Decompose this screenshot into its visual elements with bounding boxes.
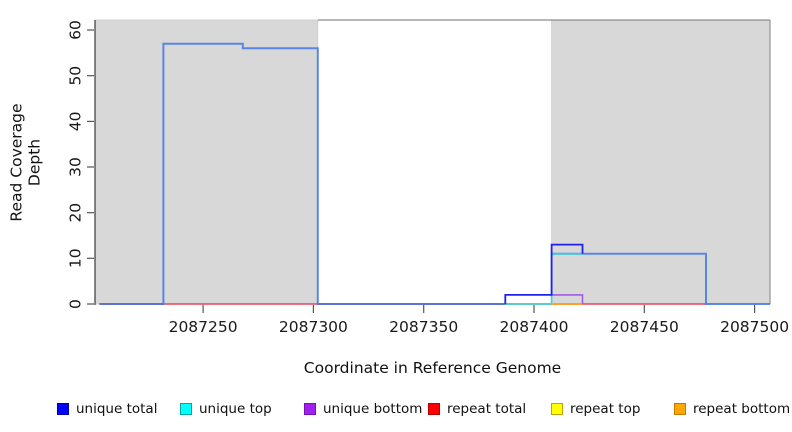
legend-item-label: repeat total [447, 401, 527, 417]
legend-item-unique-total: unique total [57, 401, 157, 417]
legend-item-label: unique bottom [323, 401, 423, 417]
repeat-bottom-swatch-icon [674, 403, 686, 415]
unique-total-swatch-icon [57, 403, 69, 415]
series-path-unique-bottom [551, 294, 584, 304]
x-tick-label: 2087450 [610, 318, 679, 336]
legend-item-unique-top: unique top [180, 401, 272, 417]
legend-item-repeat-bottom: repeat bottom [674, 401, 790, 417]
x-axis-title: Coordinate in Reference Genome [303, 359, 562, 377]
x-tick-label: 2087350 [389, 318, 458, 336]
x-tick-label: 2087500 [720, 318, 789, 336]
y-tick-label: 30 [67, 157, 85, 177]
repeat-total-swatch-icon [428, 403, 440, 415]
unique-top-swatch-icon [180, 403, 192, 415]
series-path-unique-total-right-block [551, 252, 770, 305]
y-axis-title: Read Coverage Depth [7, 103, 44, 222]
y-tick-label: 40 [67, 112, 85, 132]
legend-item-unique-bottom: unique bottom [304, 401, 422, 417]
legend-item-repeat-top: repeat top [551, 401, 640, 417]
legend-item-repeat-total: repeat total [428, 401, 526, 417]
y-tick-label: 10 [67, 248, 85, 268]
series-path-unique-total-peak [504, 243, 584, 304]
x-tick-label: 2087400 [499, 318, 568, 336]
legend-item-label: unique top [199, 401, 272, 417]
y-tick-label: 0 [67, 299, 85, 309]
legend-item-label: repeat bottom [693, 401, 791, 417]
y-tick-label: 20 [67, 203, 85, 223]
legend-item-label: repeat top [570, 401, 641, 417]
legend-item-label: unique total [76, 401, 158, 417]
series-path-unique-total-left-block [99, 42, 506, 305]
y-tick-label: 60 [67, 20, 85, 40]
unique-bottom-swatch-icon [304, 403, 316, 415]
x-tick-label: 2087250 [169, 318, 238, 336]
right-gray-region [551, 19, 771, 305]
x-tick-label: 2087300 [279, 318, 348, 336]
repeat-top-swatch-icon [551, 403, 563, 415]
left-gray-region [94, 19, 319, 305]
y-tick-label: 50 [67, 66, 85, 86]
